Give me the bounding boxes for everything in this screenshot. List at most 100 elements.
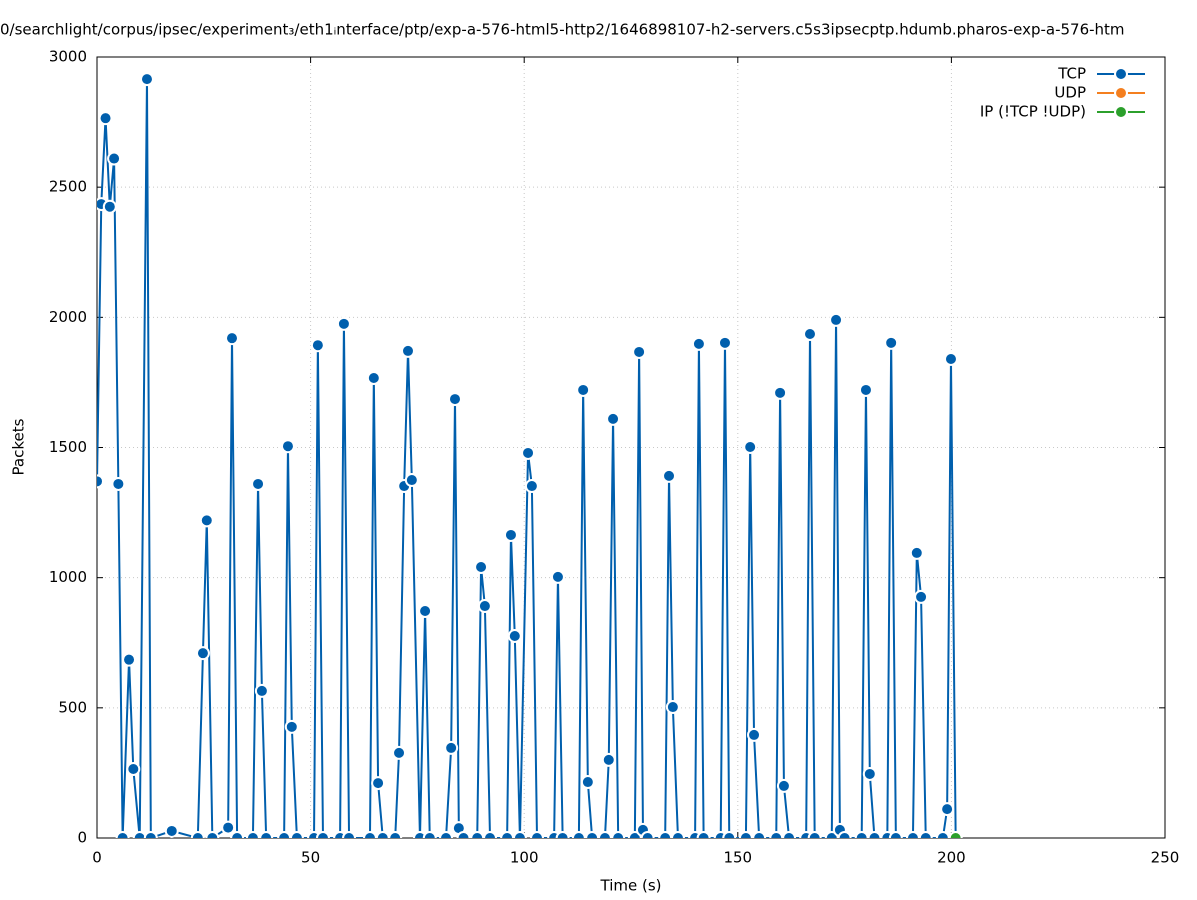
point <box>802 326 817 341</box>
point <box>597 831 612 838</box>
point <box>190 831 205 838</box>
legend-label: UDP <box>1054 84 1086 102</box>
point <box>918 831 933 838</box>
point <box>807 831 822 838</box>
point <box>909 545 924 560</box>
point <box>606 411 621 426</box>
point <box>98 111 113 126</box>
point <box>854 831 869 838</box>
point <box>662 468 677 483</box>
x-tick-label: 0 <box>92 849 102 867</box>
point <box>375 831 390 838</box>
point <box>658 831 673 838</box>
point <box>315 831 330 838</box>
point <box>576 382 591 397</box>
point <box>747 727 762 742</box>
y-tick-label: 3000 <box>49 48 87 66</box>
y-tick-label: 1000 <box>49 568 87 586</box>
point <box>935 831 950 838</box>
point <box>884 335 899 350</box>
point <box>362 831 377 838</box>
y-tick-label: 2500 <box>49 178 87 196</box>
point <box>392 745 407 760</box>
point <box>254 683 269 698</box>
point <box>943 351 958 366</box>
legend-marker <box>1114 86 1128 100</box>
legend-marker <box>1114 105 1128 119</box>
point <box>524 479 539 494</box>
point <box>102 199 117 214</box>
point <box>632 344 647 359</box>
point <box>670 831 685 838</box>
point <box>139 72 154 87</box>
point <box>521 445 536 460</box>
point <box>862 766 877 781</box>
point <box>752 831 767 838</box>
point <box>743 439 758 454</box>
point <box>122 652 137 667</box>
point <box>132 831 147 838</box>
plot-area <box>97 72 963 838</box>
point <box>477 599 492 614</box>
point <box>143 831 158 838</box>
point <box>107 151 122 166</box>
point <box>199 513 214 528</box>
point <box>500 831 515 838</box>
point <box>948 831 963 838</box>
point <box>164 823 179 838</box>
point <box>507 628 522 643</box>
point <box>858 382 873 397</box>
y-tick-label: 2000 <box>49 308 87 326</box>
point <box>691 336 706 351</box>
point <box>837 831 852 838</box>
point <box>115 831 130 838</box>
point <box>580 775 595 790</box>
point <box>126 762 141 777</box>
point <box>418 603 433 618</box>
point <box>289 831 304 838</box>
point <box>611 831 626 838</box>
point <box>867 831 882 838</box>
x-tick-label: 100 <box>510 849 539 867</box>
point <box>717 335 732 350</box>
point <box>585 831 600 838</box>
point <box>888 831 903 838</box>
point <box>97 474 104 489</box>
legend-label: TCP <box>1057 65 1086 83</box>
point <box>769 831 784 838</box>
point <box>280 439 295 454</box>
point <box>439 831 454 838</box>
y-tick-label: 1500 <box>49 438 87 456</box>
point <box>503 527 518 542</box>
point <box>259 831 274 838</box>
point <box>336 316 351 331</box>
point <box>388 831 403 838</box>
point <box>371 776 386 791</box>
point <box>512 831 527 838</box>
y-axis-label: Packets <box>10 418 28 475</box>
legend-marker <box>1114 67 1128 81</box>
x-tick-label: 150 <box>723 849 752 867</box>
point <box>776 778 791 793</box>
point <box>782 831 797 838</box>
point <box>571 831 586 838</box>
point <box>601 752 616 767</box>
x-tick-label: 250 <box>1151 849 1180 867</box>
x-tick-label: 200 <box>937 849 966 867</box>
point <box>905 831 920 838</box>
point <box>456 831 471 838</box>
point <box>230 831 245 838</box>
point <box>284 719 299 734</box>
x-axis-label: Time (s) <box>600 877 662 895</box>
point <box>474 559 489 574</box>
chart-title: 0/searchlight/corpus/ipsec/experiment₃/e… <box>0 21 1125 39</box>
point <box>404 473 419 488</box>
point <box>530 831 545 838</box>
point <box>665 700 680 715</box>
y-tick-label: 500 <box>58 698 87 716</box>
point <box>696 831 711 838</box>
point <box>444 740 459 755</box>
point <box>940 802 955 817</box>
point <box>738 831 753 838</box>
point <box>251 476 266 491</box>
